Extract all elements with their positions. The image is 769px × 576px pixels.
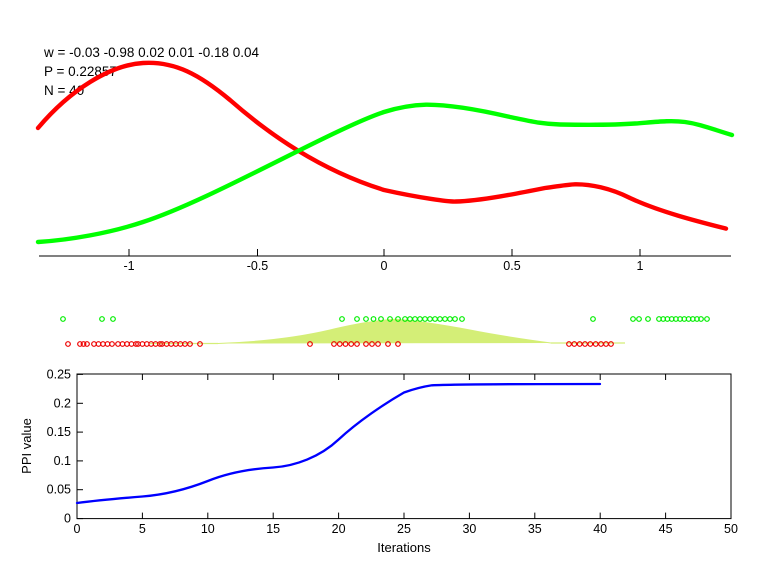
svg-text:0: 0 bbox=[64, 512, 71, 526]
svg-text:20: 20 bbox=[332, 522, 346, 536]
svg-text:0.25: 0.25 bbox=[47, 367, 71, 381]
svg-text:40: 40 bbox=[593, 522, 607, 536]
svg-text:10: 10 bbox=[201, 522, 215, 536]
svg-text:45: 45 bbox=[659, 522, 673, 536]
svg-text:0.15: 0.15 bbox=[47, 425, 71, 439]
svg-text:0.5: 0.5 bbox=[503, 259, 520, 273]
svg-text:15: 15 bbox=[266, 522, 280, 536]
svg-text:0: 0 bbox=[74, 522, 81, 536]
svg-text:-0.5: -0.5 bbox=[247, 259, 269, 273]
svg-text:30: 30 bbox=[462, 522, 476, 536]
svg-text:50: 50 bbox=[724, 522, 738, 536]
svg-text:w = -0.03 -0.98 0.02 0.0: w = -0.03 -0.98 0.02 0.01 -0.18 0.04 bbox=[43, 45, 260, 60]
svg-text:0.05: 0.05 bbox=[47, 483, 71, 497]
svg-text:-1: -1 bbox=[123, 259, 134, 273]
svg-text:1: 1 bbox=[637, 259, 644, 273]
svg-text:PPI value: PPI value bbox=[19, 418, 34, 474]
svg-text:25: 25 bbox=[397, 522, 411, 536]
svg-text:35: 35 bbox=[528, 522, 542, 536]
svg-text:0.1: 0.1 bbox=[54, 454, 71, 468]
svg-text:Iterations: Iterations bbox=[377, 540, 431, 555]
svg-text:0: 0 bbox=[381, 259, 388, 273]
svg-text:5: 5 bbox=[139, 522, 146, 536]
svg-text:0.2: 0.2 bbox=[54, 396, 71, 410]
